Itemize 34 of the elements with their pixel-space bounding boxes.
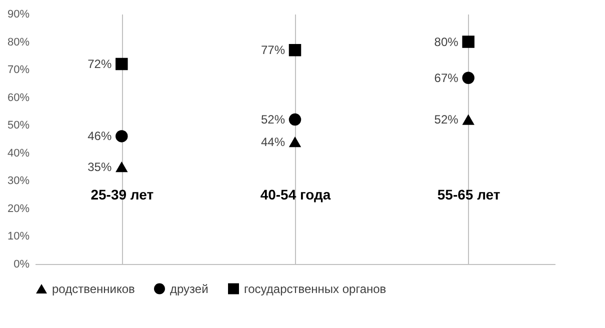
data-label: 67% xyxy=(434,70,459,85)
y-tick-label: 0% xyxy=(14,258,30,270)
data-label: 44% xyxy=(260,134,286,149)
data-label: 52% xyxy=(260,112,286,127)
x-tick-label: 55-65 лет xyxy=(437,186,500,202)
data-label: 72% xyxy=(88,57,112,71)
data-label: 52% xyxy=(434,112,459,127)
x-tick-label: 25-39 лет xyxy=(90,186,154,202)
legend-label: государственных органов xyxy=(244,282,386,296)
x-tick-label: 40-54 года xyxy=(260,186,331,202)
data-label: 46% xyxy=(88,129,112,144)
point xyxy=(462,36,474,48)
y-tick-label: 60% xyxy=(7,92,30,104)
data-label: 80% xyxy=(434,34,459,49)
y-tick-label: 50% xyxy=(7,120,30,132)
point xyxy=(116,58,128,70)
point xyxy=(462,72,474,84)
y-tick-label: 30% xyxy=(7,175,30,188)
y-tick-label: 20% xyxy=(7,202,30,215)
data-label: 77% xyxy=(260,43,286,58)
point xyxy=(288,113,302,126)
y-tick-label: 80% xyxy=(7,36,30,48)
point xyxy=(462,114,474,125)
data-label: 35% xyxy=(88,160,112,174)
y-tick-label: 10% xyxy=(7,230,30,243)
legend-label: друзей xyxy=(170,282,208,296)
point xyxy=(288,44,302,56)
y-tick-label: 40% xyxy=(7,147,30,160)
legend-label: родственников xyxy=(52,282,135,296)
point xyxy=(116,130,128,142)
y-tick-label: 90% xyxy=(7,8,30,20)
y-tick-label: 70% xyxy=(7,64,30,76)
point xyxy=(116,161,128,172)
point xyxy=(288,136,302,148)
